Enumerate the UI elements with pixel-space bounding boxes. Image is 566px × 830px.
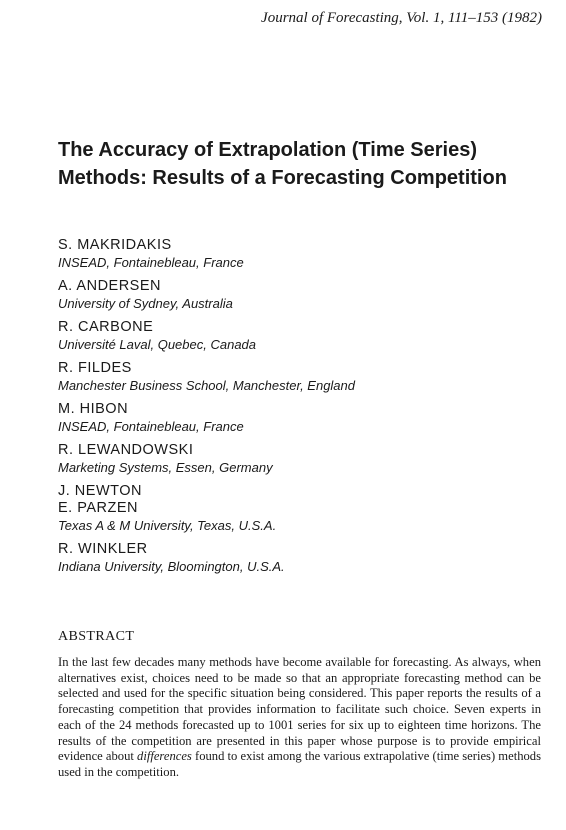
author-affiliation: Indiana University, Bloomington, U.S.A.	[58, 559, 285, 574]
author-entry: S. MAKRIDAKIS INSEAD, Fontainebleau, Fra…	[58, 237, 548, 271]
author-entry: J. NEWTON E. PARZEN Texas A & M Universi…	[58, 483, 548, 534]
abstract-emphasis: differences	[137, 749, 192, 764]
author-entry: R. FILDES Manchester Business School, Ma…	[58, 360, 548, 394]
author-affiliation: Texas A & M University, Texas, U.S.A.	[58, 518, 277, 533]
author-name: R. LEWANDOWSKI	[58, 442, 194, 458]
author-name: R. WINKLER	[58, 541, 148, 557]
abstract-text-part: In the last few decades many methods hav…	[58, 655, 541, 764]
author-affiliation: INSEAD, Fontainebleau, France	[58, 255, 244, 270]
author-affiliation: INSEAD, Fontainebleau, France	[58, 419, 244, 434]
author-affiliation: Manchester Business School, Manchester, …	[58, 378, 356, 393]
abstract-heading: ABSTRACT	[58, 629, 135, 644]
abstract-text: In the last few decades many methods hav…	[58, 655, 541, 781]
author-name: J. NEWTON	[58, 483, 142, 499]
author-name: E. PARZEN	[58, 500, 138, 516]
paper-title: The Accuracy of Extrapolation (Time Seri…	[58, 139, 507, 189]
author-entry: R. LEWANDOWSKI Marketing Systems, Essen,…	[58, 442, 548, 476]
author-name: R. FILDES	[58, 360, 132, 376]
author-name: S. MAKRIDAKIS	[58, 237, 172, 253]
author-list: S. MAKRIDAKIS INSEAD, Fontainebleau, Fra…	[58, 237, 548, 582]
author-entry: R. WINKLER Indiana University, Bloomingt…	[58, 541, 548, 575]
author-affiliation: Université Laval, Quebec, Canada	[58, 337, 257, 352]
author-entry: R. CARBONE Université Laval, Quebec, Can…	[58, 319, 548, 353]
author-name: M. HIBON	[58, 401, 129, 417]
journal-reference: Journal of Forecasting, Vol. 1, 111–153 …	[261, 10, 542, 26]
author-entry: M. HIBON INSEAD, Fontainebleau, France	[58, 401, 548, 435]
author-name: A. ANDERSEN	[58, 278, 161, 294]
author-affiliation: University of Sydney, Australia	[58, 296, 233, 311]
author-name: R. CARBONE	[58, 319, 154, 335]
author-affiliation: Marketing Systems, Essen, Germany	[58, 460, 273, 475]
author-entry: A. ANDERSEN University of Sydney, Austra…	[58, 278, 548, 312]
abstract-text-part: found to exist among the various extrapo…	[58, 749, 541, 779]
